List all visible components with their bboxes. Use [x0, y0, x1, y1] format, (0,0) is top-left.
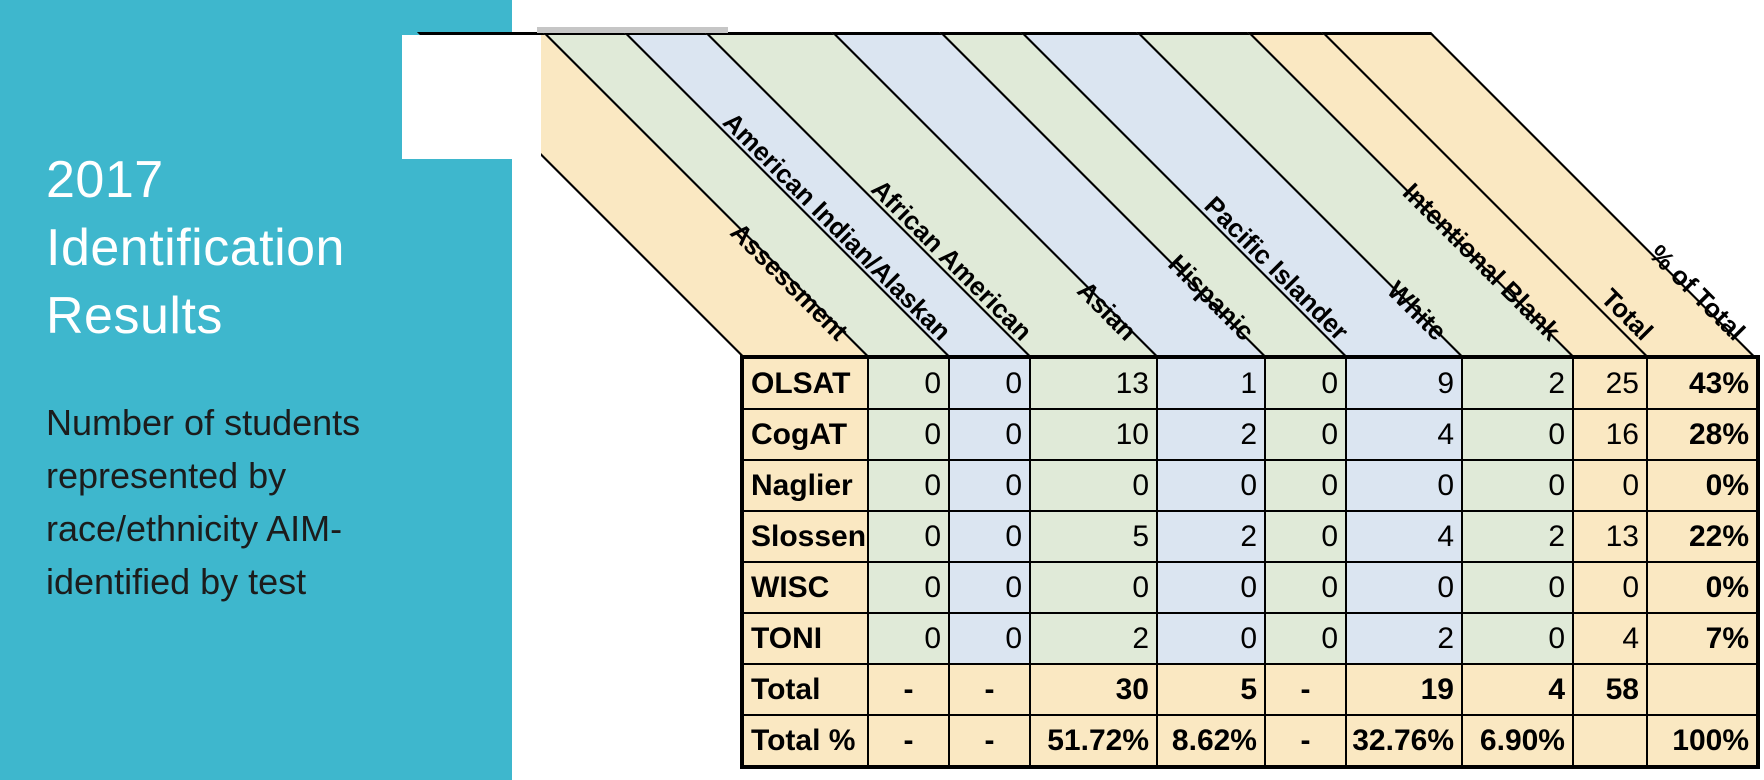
title-line-3: Results — [46, 287, 223, 345]
cell-olsat-hispanic: 1 — [1157, 358, 1265, 409]
cell-total-american-indian-alaskan: - — [868, 664, 949, 715]
cell-total-hispanic: 8.62% — [1157, 715, 1265, 766]
cell-olsat-intentional-blank: 2 — [1462, 358, 1573, 409]
cell-total-of-total — [1647, 664, 1757, 715]
cell-olsat-pacific-islander: 0 — [1265, 358, 1346, 409]
cell-total-intentional-blank: 6.90% — [1462, 715, 1573, 766]
cell-naglier-hispanic: 0 — [1157, 460, 1265, 511]
cell-wisc-american-indian-alaskan: 0 — [868, 562, 949, 613]
cell-total-hispanic: 5 — [1157, 664, 1265, 715]
cell-slossen-american-indian-alaskan: 0 — [868, 511, 949, 562]
cell-total-african-american: - — [949, 715, 1030, 766]
cell-wisc-hispanic: 0 — [1157, 562, 1265, 613]
subtitle-line-2: represented by — [46, 455, 287, 496]
table-body: OLSAT 0 0 13 1 0 9 2 25 43% CogAT 0 0 10 2 0 4 0 16 28% Nagl… — [740, 355, 1760, 769]
cell-wisc-asian: 0 — [1030, 562, 1157, 613]
cell-wisc-white: 0 — [1346, 562, 1462, 613]
cell-cogat-african-american: 0 — [949, 409, 1030, 460]
cell-toni-total: 4 — [1573, 613, 1647, 664]
cell-total-asian: 51.72% — [1030, 715, 1157, 766]
cell-slossen-hispanic: 2 — [1157, 511, 1265, 562]
cell-wisc-total: 0 — [1573, 562, 1647, 613]
cell-total-total: 58 — [1573, 664, 1647, 715]
cell-toni-of-total: 7% — [1647, 613, 1757, 664]
slide-subtitle: Number of students represented by race/e… — [46, 396, 360, 608]
cell-total-american-indian-alaskan: - — [868, 715, 949, 766]
cell-total-african-american: - — [949, 664, 1030, 715]
cell-olsat-american-indian-alaskan: 0 — [868, 358, 949, 409]
cell-wisc-pacific-islander: 0 — [1265, 562, 1346, 613]
cell-cogat-total: 16 — [1573, 409, 1647, 460]
cell-total-white: 32.76% — [1346, 715, 1462, 766]
cell-olsat-of-total: 43% — [1647, 358, 1757, 409]
cell-olsat-total: 25 — [1573, 358, 1647, 409]
cell-cogat-of-total: 28% — [1647, 409, 1757, 460]
subtitle-line-3: race/ethnicity AIM- — [46, 508, 343, 549]
cell-naglier-african-american: 0 — [949, 460, 1030, 511]
cell-slossen-asian: 5 — [1030, 511, 1157, 562]
cell-wisc-african-american: 0 — [949, 562, 1030, 613]
cell-total-white: 19 — [1346, 664, 1462, 715]
cell-cogat-pacific-islander: 0 — [1265, 409, 1346, 460]
cell-total-asian: 30 — [1030, 664, 1157, 715]
cell-cogat-hispanic: 2 — [1157, 409, 1265, 460]
cell-slossen-pacific-islander: 0 — [1265, 511, 1346, 562]
cell-slossen-total: 13 — [1573, 511, 1647, 562]
cell-toni-african-american: 0 — [949, 613, 1030, 664]
title-line-2: Identification — [46, 219, 345, 277]
cell-wisc-of-total: 0% — [1647, 562, 1757, 613]
cell-olsat-white: 9 — [1346, 358, 1462, 409]
cell-slossen-intentional-blank: 2 — [1462, 511, 1573, 562]
cell-total-pacific-islander: - — [1265, 715, 1346, 766]
cell-total-total — [1573, 715, 1647, 766]
title-line-1: 2017 — [46, 151, 164, 209]
cell-slossen-african-american: 0 — [949, 511, 1030, 562]
header-left-clip — [402, 35, 541, 159]
cell-slossen-white: 4 — [1346, 511, 1462, 562]
cell-toni-american-indian-alaskan: 0 — [868, 613, 949, 664]
row-label-total: Total — [743, 664, 868, 715]
row-label-cogat: CogAT — [743, 409, 868, 460]
cell-cogat-asian: 10 — [1030, 409, 1157, 460]
cell-cogat-white: 4 — [1346, 409, 1462, 460]
cell-naglier-total: 0 — [1573, 460, 1647, 511]
cell-olsat-african-american: 0 — [949, 358, 1030, 409]
row-label-toni: TONI — [743, 613, 868, 664]
row-label-total: Total % — [743, 715, 868, 766]
cell-toni-intentional-blank: 0 — [1462, 613, 1573, 664]
cell-toni-hispanic: 0 — [1157, 613, 1265, 664]
cell-naglier-intentional-blank: 0 — [1462, 460, 1573, 511]
row-label-slossen: Slossen — [743, 511, 868, 562]
slide-title: 2017 Identification Results — [46, 146, 345, 350]
row-label-olsat: OLSAT — [743, 358, 868, 409]
cell-toni-white: 2 — [1346, 613, 1462, 664]
cell-cogat-american-indian-alaskan: 0 — [868, 409, 949, 460]
cell-olsat-asian: 13 — [1030, 358, 1157, 409]
subtitle-line-4: identified by test — [46, 561, 307, 602]
paste-artifact-strip — [537, 27, 728, 33]
cell-toni-pacific-islander: 0 — [1265, 613, 1346, 664]
subtitle-line-1: Number of students — [46, 402, 361, 443]
cell-wisc-intentional-blank: 0 — [1462, 562, 1573, 613]
cell-naglier-american-indian-alaskan: 0 — [868, 460, 949, 511]
cell-slossen-of-total: 22% — [1647, 511, 1757, 562]
cell-total-pacific-islander: - — [1265, 664, 1346, 715]
cell-naglier-white: 0 — [1346, 460, 1462, 511]
cell-total-intentional-blank: 4 — [1462, 664, 1573, 715]
cell-naglier-pacific-islander: 0 — [1265, 460, 1346, 511]
cell-cogat-intentional-blank: 0 — [1462, 409, 1573, 460]
cell-naglier-asian: 0 — [1030, 460, 1157, 511]
cell-total-of-total: 100% — [1647, 715, 1757, 766]
row-label-wisc: WISC — [743, 562, 868, 613]
row-label-naglier: Naglier — [743, 460, 868, 511]
cell-toni-asian: 2 — [1030, 613, 1157, 664]
cell-naglier-of-total: 0% — [1647, 460, 1757, 511]
